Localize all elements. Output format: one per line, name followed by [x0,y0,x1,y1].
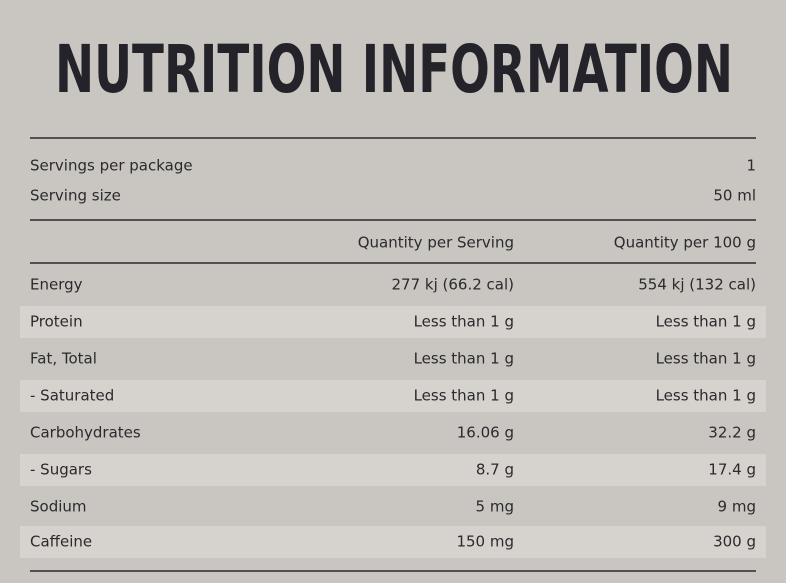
cell: 554 kj (132 cal) [638,276,756,294]
cell: 277 kj (66.2 cal) [392,276,515,294]
cell: 300 g [713,533,756,551]
serving-label: Servings per package [30,157,193,175]
serving-value: 1 [746,157,756,175]
row-label: Caffeine [30,533,92,551]
cell: 9 mg [718,498,756,516]
cell: Less than 1 g [656,350,756,368]
cell: 8.7 g [476,461,514,479]
serving-value: 50 ml [713,187,756,205]
cell: Less than 1 g [656,387,756,405]
cell: 5 mg [476,498,514,516]
cell: 16.06 g [457,424,514,442]
cell: 150 mg [456,533,514,551]
row-shade [20,526,766,558]
row-label: - Sugars [30,461,92,479]
cell: 32.2 g [708,424,756,442]
cell: Less than 1 g [414,313,514,331]
row-label: Energy [30,276,83,294]
row-label: Fat, Total [30,350,97,368]
row-shade [20,306,766,338]
title: NUTRITION INFORMATION [55,31,733,108]
cell: Less than 1 g [656,313,756,331]
row-label: Protein [30,313,83,331]
cell: 17.4 g [708,461,756,479]
column-header: Quantity per 100 g [614,234,756,252]
column-header: Quantity per Serving [358,234,514,252]
serving-label: Serving size [30,187,121,205]
cell: Less than 1 g [414,387,514,405]
row-shade [20,454,766,486]
row-label: - Saturated [30,387,114,405]
row-shade [20,380,766,412]
cell: Less than 1 g [414,350,514,368]
row-label: Sodium [30,498,87,516]
row-label: Carbohydrates [30,424,141,442]
